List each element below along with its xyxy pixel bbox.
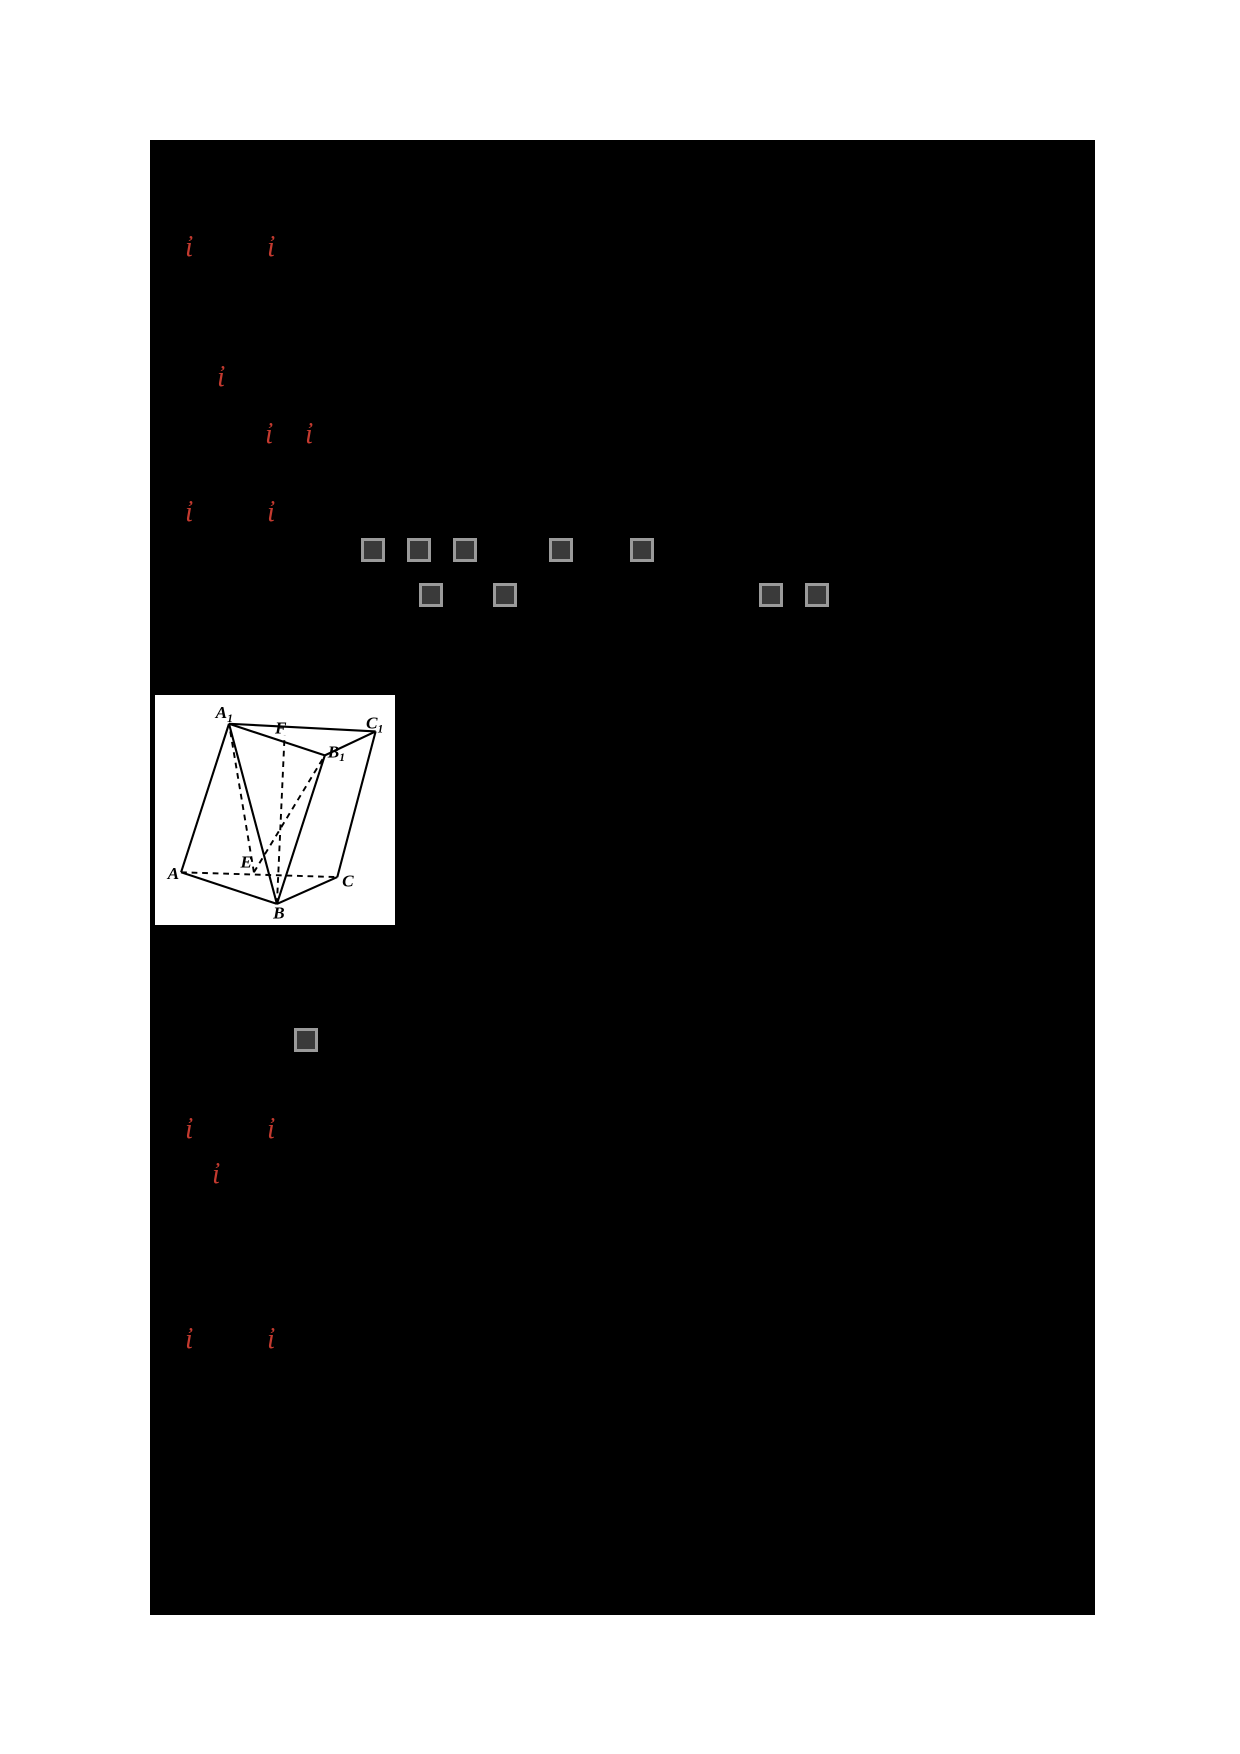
placeholder-square-icon <box>493 583 517 607</box>
vertex-label: E <box>240 853 253 872</box>
red-glyph: ἰ <box>182 1114 196 1146</box>
placeholder-square-icon <box>549 538 573 562</box>
hidden-edge <box>181 872 337 877</box>
content-row: ἰἰ <box>170 1110 1085 1150</box>
red-glyph: ἰ <box>182 232 196 264</box>
red-glyph: ἰ <box>264 232 278 264</box>
content-row <box>170 530 1085 570</box>
placeholder-square-icon <box>759 583 783 607</box>
document-panel: ἰἰἰἰἰἰἰἰἰἰἰἰ ABCA1B1C1EF <box>150 140 1095 1615</box>
red-glyph: ἰ <box>264 1324 278 1356</box>
red-glyph: ἰ <box>262 419 276 451</box>
placeholder-square-icon <box>630 538 654 562</box>
prism-diagram: A B C A1 B1 C1 E F <box>155 695 395 925</box>
vertex-label: C <box>342 872 354 891</box>
visible-edge <box>181 724 229 873</box>
vertex-label: F <box>274 718 287 737</box>
placeholder-square-icon <box>361 538 385 562</box>
content-row <box>170 575 1085 615</box>
placeholder-square-icon <box>407 538 431 562</box>
placeholder-square-icon <box>805 583 829 607</box>
vertex-label: A1 <box>215 703 233 725</box>
visible-edge <box>229 724 277 904</box>
red-glyph: ἰ <box>302 419 316 451</box>
placeholder-square-icon <box>419 583 443 607</box>
content-row: ἰἰ <box>170 228 1085 268</box>
content-row: ἰ <box>170 1155 1085 1195</box>
visible-edge <box>277 755 325 904</box>
vertex-label: B1 <box>327 742 345 764</box>
content-row: ἰ <box>170 358 1085 398</box>
visible-edge <box>181 872 277 904</box>
vertex-label: C1 <box>366 714 383 736</box>
vertex-label: A <box>167 864 180 883</box>
visible-edge <box>277 877 337 904</box>
prism-svg: A B C A1 B1 C1 E F <box>155 695 395 925</box>
hidden-edge <box>229 724 254 873</box>
content-row: ἰἰ <box>170 1320 1085 1360</box>
red-glyph: ἰ <box>182 1324 196 1356</box>
content-row <box>170 1020 1085 1060</box>
red-glyph: ἰ <box>264 497 278 529</box>
placeholder-square-icon <box>294 1028 318 1052</box>
red-glyph: ἰ <box>209 1159 223 1191</box>
red-glyph: ἰ <box>264 1114 278 1146</box>
vertex-label: B <box>272 903 285 922</box>
content-row: ἰἰ <box>170 493 1085 533</box>
red-glyph: ἰ <box>182 497 196 529</box>
hidden-edge <box>277 735 285 904</box>
content-row: ἰἰ <box>170 415 1085 455</box>
red-glyph: ἰ <box>214 362 228 394</box>
placeholder-square-icon <box>453 538 477 562</box>
